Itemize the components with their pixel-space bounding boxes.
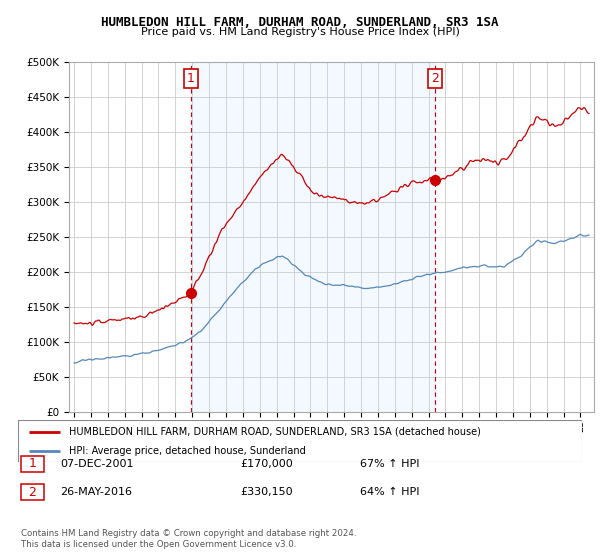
Text: £170,000: £170,000 bbox=[240, 459, 293, 469]
Text: 1: 1 bbox=[28, 457, 37, 470]
Text: 1: 1 bbox=[187, 72, 195, 85]
Text: HUMBLEDON HILL FARM, DURHAM ROAD, SUNDERLAND, SR3 1SA: HUMBLEDON HILL FARM, DURHAM ROAD, SUNDER… bbox=[101, 16, 499, 29]
Text: HPI: Average price, detached house, Sunderland: HPI: Average price, detached house, Sund… bbox=[69, 446, 305, 456]
Text: Contains HM Land Registry data © Crown copyright and database right 2024.
This d: Contains HM Land Registry data © Crown c… bbox=[21, 529, 356, 549]
Text: 67% ↑ HPI: 67% ↑ HPI bbox=[360, 459, 419, 469]
Text: 07-DEC-2001: 07-DEC-2001 bbox=[60, 459, 133, 469]
Text: 26-MAY-2016: 26-MAY-2016 bbox=[60, 487, 132, 497]
FancyBboxPatch shape bbox=[18, 420, 582, 462]
Text: HUMBLEDON HILL FARM, DURHAM ROAD, SUNDERLAND, SR3 1SA (detached house): HUMBLEDON HILL FARM, DURHAM ROAD, SUNDER… bbox=[69, 427, 481, 437]
Text: £330,150: £330,150 bbox=[240, 487, 293, 497]
Text: Price paid vs. HM Land Registry's House Price Index (HPI): Price paid vs. HM Land Registry's House … bbox=[140, 27, 460, 37]
Text: 2: 2 bbox=[431, 72, 439, 85]
Bar bbox=[191, 62, 435, 412]
Text: 64% ↑ HPI: 64% ↑ HPI bbox=[360, 487, 419, 497]
Text: 2: 2 bbox=[28, 486, 37, 499]
